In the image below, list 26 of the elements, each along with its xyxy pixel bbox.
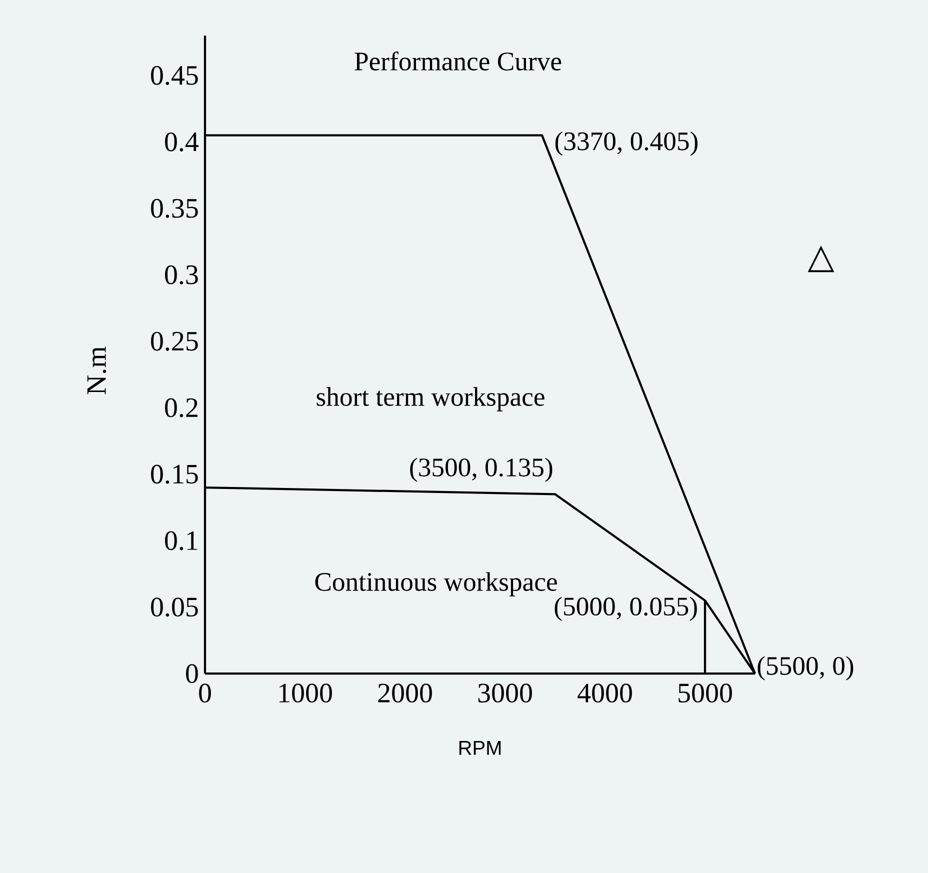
annotation: (3370, 0.405) (555, 132, 698, 156)
annotation: (5000, 0.055) (554, 596, 697, 621)
x-tick-label: 0 (199, 684, 211, 703)
y-axis-title: N.m (87, 346, 106, 394)
x-tick-label: 2000 (378, 684, 432, 703)
annotation: short term workspace (316, 387, 544, 412)
annotation: (3500, 0.135) (410, 458, 552, 482)
y-tick-label: 0.05 (151, 598, 198, 617)
y-tick-label: 0.25 (151, 332, 198, 351)
chart-title: Performance Curve (354, 51, 562, 70)
y-tick-label: 0.35 (151, 198, 198, 218)
y-tick-label: 0.1 (165, 531, 198, 550)
text: △ (808, 246, 834, 272)
y-tick-label: 0.3 (165, 265, 198, 284)
annotation: Continuous workspace (315, 572, 557, 596)
y-tick-label: 0.45 (151, 66, 198, 85)
x-tick-label: 1000 (279, 684, 332, 703)
y-tick-label: 0.4 (165, 132, 199, 152)
x-tick-label: 4000 (578, 684, 632, 703)
y-tick-label: 0.15 (151, 464, 198, 484)
y-tick-label: 0.2 (165, 398, 198, 418)
x-axis-title: RPM (459, 741, 501, 755)
y-tick-label: 0 (186, 664, 198, 684)
x-tick-label: 5000 (678, 684, 732, 703)
x-tick-label: 3000 (478, 684, 532, 703)
annotation: (5500, 0) (758, 656, 854, 680)
